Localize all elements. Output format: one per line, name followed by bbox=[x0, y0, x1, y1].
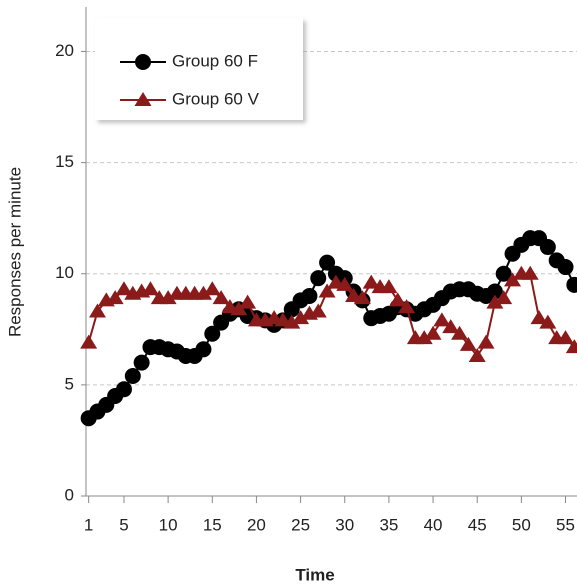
point bbox=[424, 325, 442, 340]
x-tick-label: 35 bbox=[379, 515, 398, 534]
point bbox=[477, 334, 495, 349]
point bbox=[353, 290, 371, 305]
x-tick-label: 55 bbox=[556, 515, 575, 534]
point bbox=[398, 299, 416, 314]
y-tick-label: 20 bbox=[55, 41, 74, 60]
point bbox=[380, 279, 398, 294]
point bbox=[557, 330, 575, 345]
x-tick-label: 1 bbox=[84, 515, 93, 534]
legend-label: Group 60 V bbox=[172, 89, 260, 108]
point bbox=[204, 325, 221, 342]
point bbox=[557, 259, 574, 276]
point bbox=[566, 276, 577, 293]
point bbox=[88, 303, 106, 318]
point bbox=[539, 239, 556, 256]
point bbox=[239, 294, 257, 309]
x-tick-label: 15 bbox=[203, 515, 222, 534]
point bbox=[495, 265, 512, 282]
point bbox=[230, 301, 248, 316]
point bbox=[504, 272, 522, 287]
point bbox=[442, 319, 460, 334]
y-tick-label: 5 bbox=[65, 374, 74, 393]
point bbox=[565, 339, 577, 354]
point bbox=[283, 314, 301, 329]
point bbox=[212, 290, 230, 305]
point bbox=[530, 310, 548, 325]
x-tick-label: 45 bbox=[468, 515, 487, 534]
point bbox=[133, 354, 150, 371]
x-tick-label: 40 bbox=[424, 515, 443, 534]
point bbox=[309, 303, 327, 318]
point bbox=[486, 283, 503, 300]
point bbox=[301, 287, 318, 304]
x-tick-label: 5 bbox=[119, 515, 128, 534]
point bbox=[124, 367, 141, 384]
legend-marker bbox=[135, 54, 151, 70]
legend-box bbox=[95, 18, 303, 120]
x-axis-label: Time bbox=[295, 565, 334, 584]
x-tick-label: 50 bbox=[512, 515, 531, 534]
point bbox=[336, 276, 354, 291]
point bbox=[539, 314, 557, 329]
x-tick-label: 25 bbox=[291, 515, 310, 534]
point bbox=[362, 274, 380, 289]
point bbox=[415, 330, 433, 345]
point bbox=[459, 336, 477, 351]
point bbox=[451, 325, 469, 340]
point bbox=[433, 312, 451, 327]
x-tick-label: 20 bbox=[247, 515, 266, 534]
y-tick-label: 0 bbox=[65, 485, 74, 504]
point bbox=[80, 334, 98, 349]
point bbox=[106, 290, 124, 305]
point bbox=[318, 283, 336, 298]
point bbox=[486, 294, 504, 309]
point bbox=[159, 290, 177, 305]
legend-marker bbox=[134, 92, 152, 106]
point bbox=[292, 310, 310, 325]
point bbox=[495, 290, 513, 305]
point bbox=[115, 281, 133, 296]
point bbox=[389, 292, 407, 307]
x-tick-label: 30 bbox=[335, 515, 354, 534]
point bbox=[468, 347, 486, 362]
point bbox=[319, 254, 336, 271]
point bbox=[195, 341, 212, 358]
point bbox=[141, 281, 159, 296]
x-tick-label: 10 bbox=[159, 515, 178, 534]
legend: Group 60 F Group 60 V bbox=[95, 18, 303, 120]
legend-label: Group 60 F bbox=[172, 51, 258, 70]
point bbox=[203, 281, 221, 296]
point bbox=[521, 265, 539, 280]
point bbox=[310, 270, 327, 287]
y-axis-label: Responses per minute bbox=[5, 167, 24, 337]
point bbox=[194, 285, 212, 300]
y-tick-label: 15 bbox=[55, 152, 74, 171]
point bbox=[115, 381, 132, 398]
y-tick-label: 10 bbox=[55, 263, 74, 282]
